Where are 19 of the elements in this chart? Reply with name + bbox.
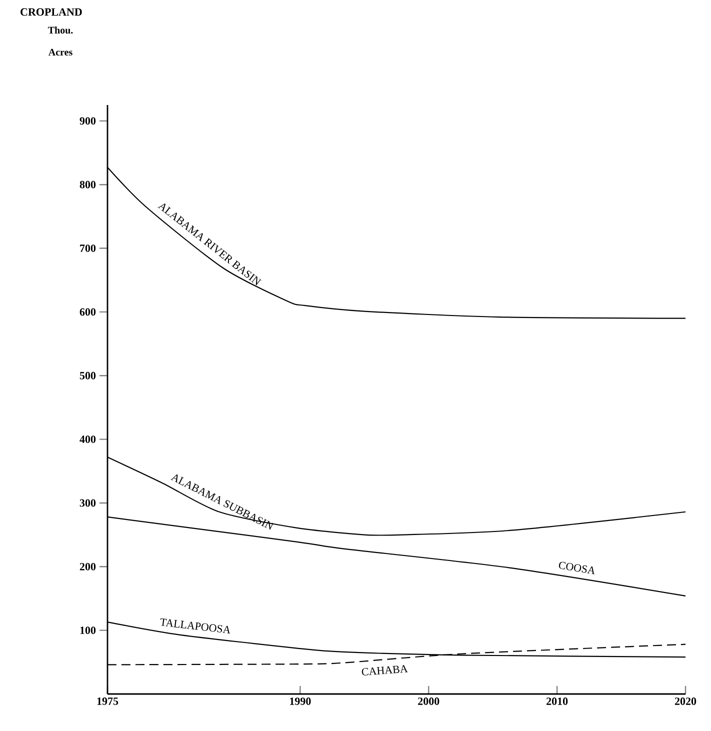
text: Thou. Acres	[48, 26, 73, 56]
text: COOSA	[559, 562, 596, 574]
y-tick-label: 700	[80, 244, 96, 252]
y-tick-label: 100	[80, 626, 96, 634]
x-tick-label: 1990	[290, 698, 311, 705]
y-tick-label: 900	[80, 117, 96, 125]
x-tick-label: 2000	[418, 698, 440, 705]
series-label: CAHABA	[362, 665, 408, 676]
y-tick-label: 600	[80, 308, 96, 316]
text: TALLAPOOSA	[160, 618, 231, 634]
x-tick-label: 2010	[546, 698, 568, 705]
y-tick-label: 800	[80, 180, 96, 188]
y-tick-label: 200	[80, 562, 96, 570]
x-tick-label: 1975	[98, 698, 118, 705]
y-tick-label: 400	[80, 436, 96, 444]
x-tick-label: 2020	[675, 698, 696, 705]
y-tick-label: 300	[80, 499, 96, 507]
chart-title: CROPLAND	[20, 8, 82, 16]
y-tick-label: 500	[80, 372, 96, 380]
